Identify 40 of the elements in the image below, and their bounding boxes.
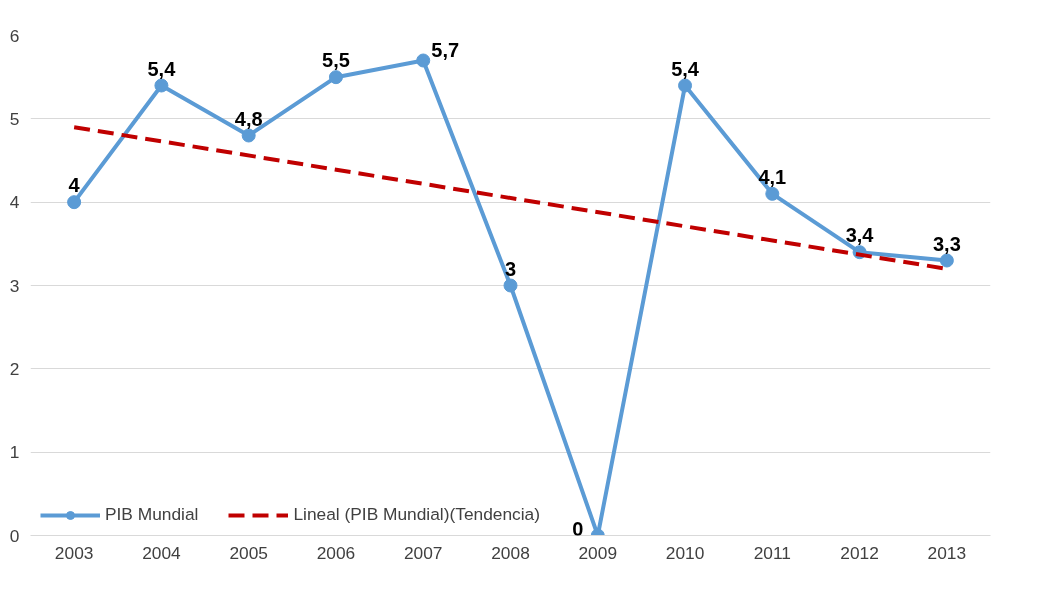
data-label: 5,4 — [147, 57, 177, 80]
point — [765, 186, 780, 201]
y-tick-label: 2 — [9, 358, 20, 379]
y-tick-label: 3 — [9, 275, 20, 296]
point — [67, 195, 82, 210]
x-tick-label: 2005 — [229, 542, 268, 563]
x-tick-label: 2008 — [491, 542, 530, 563]
point — [503, 278, 518, 293]
data-label: 0 — [572, 517, 584, 540]
point — [416, 53, 431, 68]
data-label: 5,7 — [431, 38, 460, 61]
y-tick-label: 0 — [9, 525, 20, 546]
data-label: 3 — [504, 257, 517, 280]
x-tick-label: 2010 — [665, 542, 705, 563]
point — [678, 78, 693, 93]
point — [154, 78, 169, 93]
x-tick-label: 2012 — [840, 542, 879, 563]
x-tick-label: 2007 — [403, 542, 443, 563]
x-tick-label: 2011 — [753, 542, 791, 563]
point — [241, 128, 256, 143]
data-label: 5,4 — [671, 57, 700, 80]
x-tick-label: 2006 — [316, 542, 356, 563]
x-tick-label: 2013 — [927, 542, 967, 563]
data-label: 4 — [68, 174, 81, 197]
data-label: 4,1 — [758, 165, 787, 188]
data-label: 3,3 — [932, 232, 961, 255]
legend-label: PIB Mundial — [105, 504, 199, 525]
y-tick-label: 4 — [9, 192, 20, 213]
x-tick-label: 2003 — [54, 542, 94, 563]
data-label: 3,4 — [845, 224, 875, 247]
x-tick-label: 2004 — [142, 542, 182, 563]
point — [939, 253, 954, 268]
legend-label: Lineal (PIB Mundial)(Tendencia) — [293, 504, 541, 525]
y-tick-label: 1 — [9, 442, 20, 463]
data-label: 5,5 — [322, 49, 350, 72]
x-tick-label: 2009 — [578, 542, 618, 563]
data-label: 4,8 — [234, 107, 263, 130]
y-tick-label: 6 — [9, 25, 20, 46]
point — [328, 70, 343, 85]
y-tick-label: 5 — [9, 108, 20, 129]
